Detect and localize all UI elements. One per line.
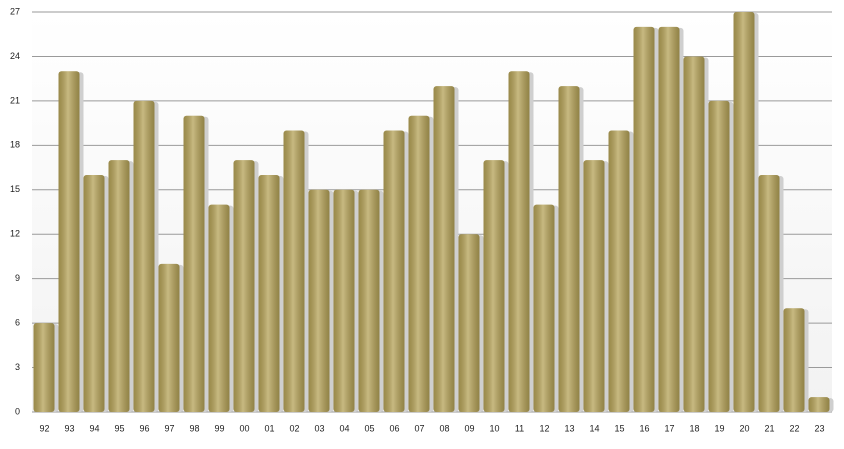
bar-shade xyxy=(158,263,180,412)
bar-shade xyxy=(208,204,230,412)
bar-shade xyxy=(508,71,530,412)
bar-shade xyxy=(583,160,605,412)
x-tick-label: 95 xyxy=(114,423,124,433)
x-tick-label: 06 xyxy=(389,423,399,433)
x-tick-label: 07 xyxy=(414,423,424,433)
y-tick-label: 15 xyxy=(10,184,20,194)
bar-shade xyxy=(608,130,630,412)
y-tick-label: 0 xyxy=(15,406,20,416)
y-tick-label: 18 xyxy=(10,140,20,150)
x-tick-label: 22 xyxy=(789,423,799,433)
y-tick-label: 24 xyxy=(10,51,20,61)
bar-shade xyxy=(533,204,555,412)
bar-shade xyxy=(283,130,305,412)
x-tick-label: 01 xyxy=(264,423,274,433)
x-tick-label: 02 xyxy=(289,423,299,433)
bar-shade xyxy=(108,160,130,412)
x-tick-label: 98 xyxy=(189,423,199,433)
bar-shade xyxy=(483,160,505,412)
x-tick-label: 17 xyxy=(664,423,674,433)
x-tick-label: 11 xyxy=(515,423,524,433)
x-tick-label: 23 xyxy=(814,423,824,433)
bar-shade xyxy=(783,308,805,412)
bar-shade xyxy=(808,397,830,412)
x-tick-label: 99 xyxy=(214,423,224,433)
bar-shade xyxy=(433,86,455,413)
x-tick-label: 04 xyxy=(339,423,349,433)
bar-shade xyxy=(683,56,705,412)
x-tick-label: 09 xyxy=(464,423,474,433)
x-tick-label: 96 xyxy=(139,423,149,433)
bar-shade xyxy=(708,100,730,412)
bar-shade xyxy=(733,12,755,412)
bar-shade xyxy=(358,189,380,412)
bar-shade xyxy=(658,26,680,412)
bar-shade xyxy=(408,115,430,412)
bar-shade xyxy=(633,26,655,412)
y-tick-label: 9 xyxy=(15,273,20,283)
x-tick-label: 05 xyxy=(364,423,374,433)
bar-shade xyxy=(258,174,280,412)
x-tick-label: 03 xyxy=(314,423,324,433)
y-tick-label: 3 xyxy=(15,362,20,372)
x-tick-label: 10 xyxy=(489,423,499,433)
y-tick-label: 27 xyxy=(10,6,20,16)
bar-shade xyxy=(308,189,330,412)
bar-shade xyxy=(383,130,405,412)
x-tick-label: 20 xyxy=(739,423,749,433)
bar-shade xyxy=(458,234,480,412)
bar-shade xyxy=(183,115,205,412)
x-tick-label: 14 xyxy=(589,423,599,433)
x-tick-label: 93 xyxy=(64,423,74,433)
x-tick-label: 19 xyxy=(714,423,724,433)
bar-shade xyxy=(333,189,355,412)
x-tick-label: 94 xyxy=(89,423,99,433)
x-tick-label: 92 xyxy=(39,423,49,433)
y-tick-label: 21 xyxy=(10,95,20,105)
x-tick-label: 13 xyxy=(564,423,574,433)
bar-shade xyxy=(133,100,155,412)
x-tick-label: 97 xyxy=(164,423,174,433)
bar-shade xyxy=(558,86,580,413)
bar-shade xyxy=(58,71,80,412)
x-tick-label: 15 xyxy=(614,423,624,433)
bar-shade xyxy=(83,174,105,412)
x-tick-label: 18 xyxy=(689,423,699,433)
y-tick-label: 6 xyxy=(15,317,20,327)
bar-shade xyxy=(33,323,55,412)
bar-shade xyxy=(233,160,255,412)
x-tick-label: 12 xyxy=(539,423,549,433)
x-tick-label: 08 xyxy=(439,423,449,433)
y-tick-label: 12 xyxy=(10,229,20,239)
x-tick-label: 00 xyxy=(239,423,249,433)
x-tick-label: 16 xyxy=(639,423,649,433)
x-tick-label: 21 xyxy=(764,423,774,433)
bar-shade xyxy=(758,174,780,412)
